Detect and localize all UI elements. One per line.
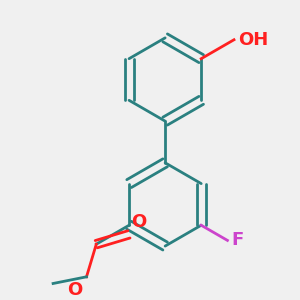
Text: O: O <box>68 280 83 298</box>
Text: O: O <box>131 213 146 231</box>
Text: F: F <box>231 231 244 249</box>
Text: OH: OH <box>238 31 268 49</box>
